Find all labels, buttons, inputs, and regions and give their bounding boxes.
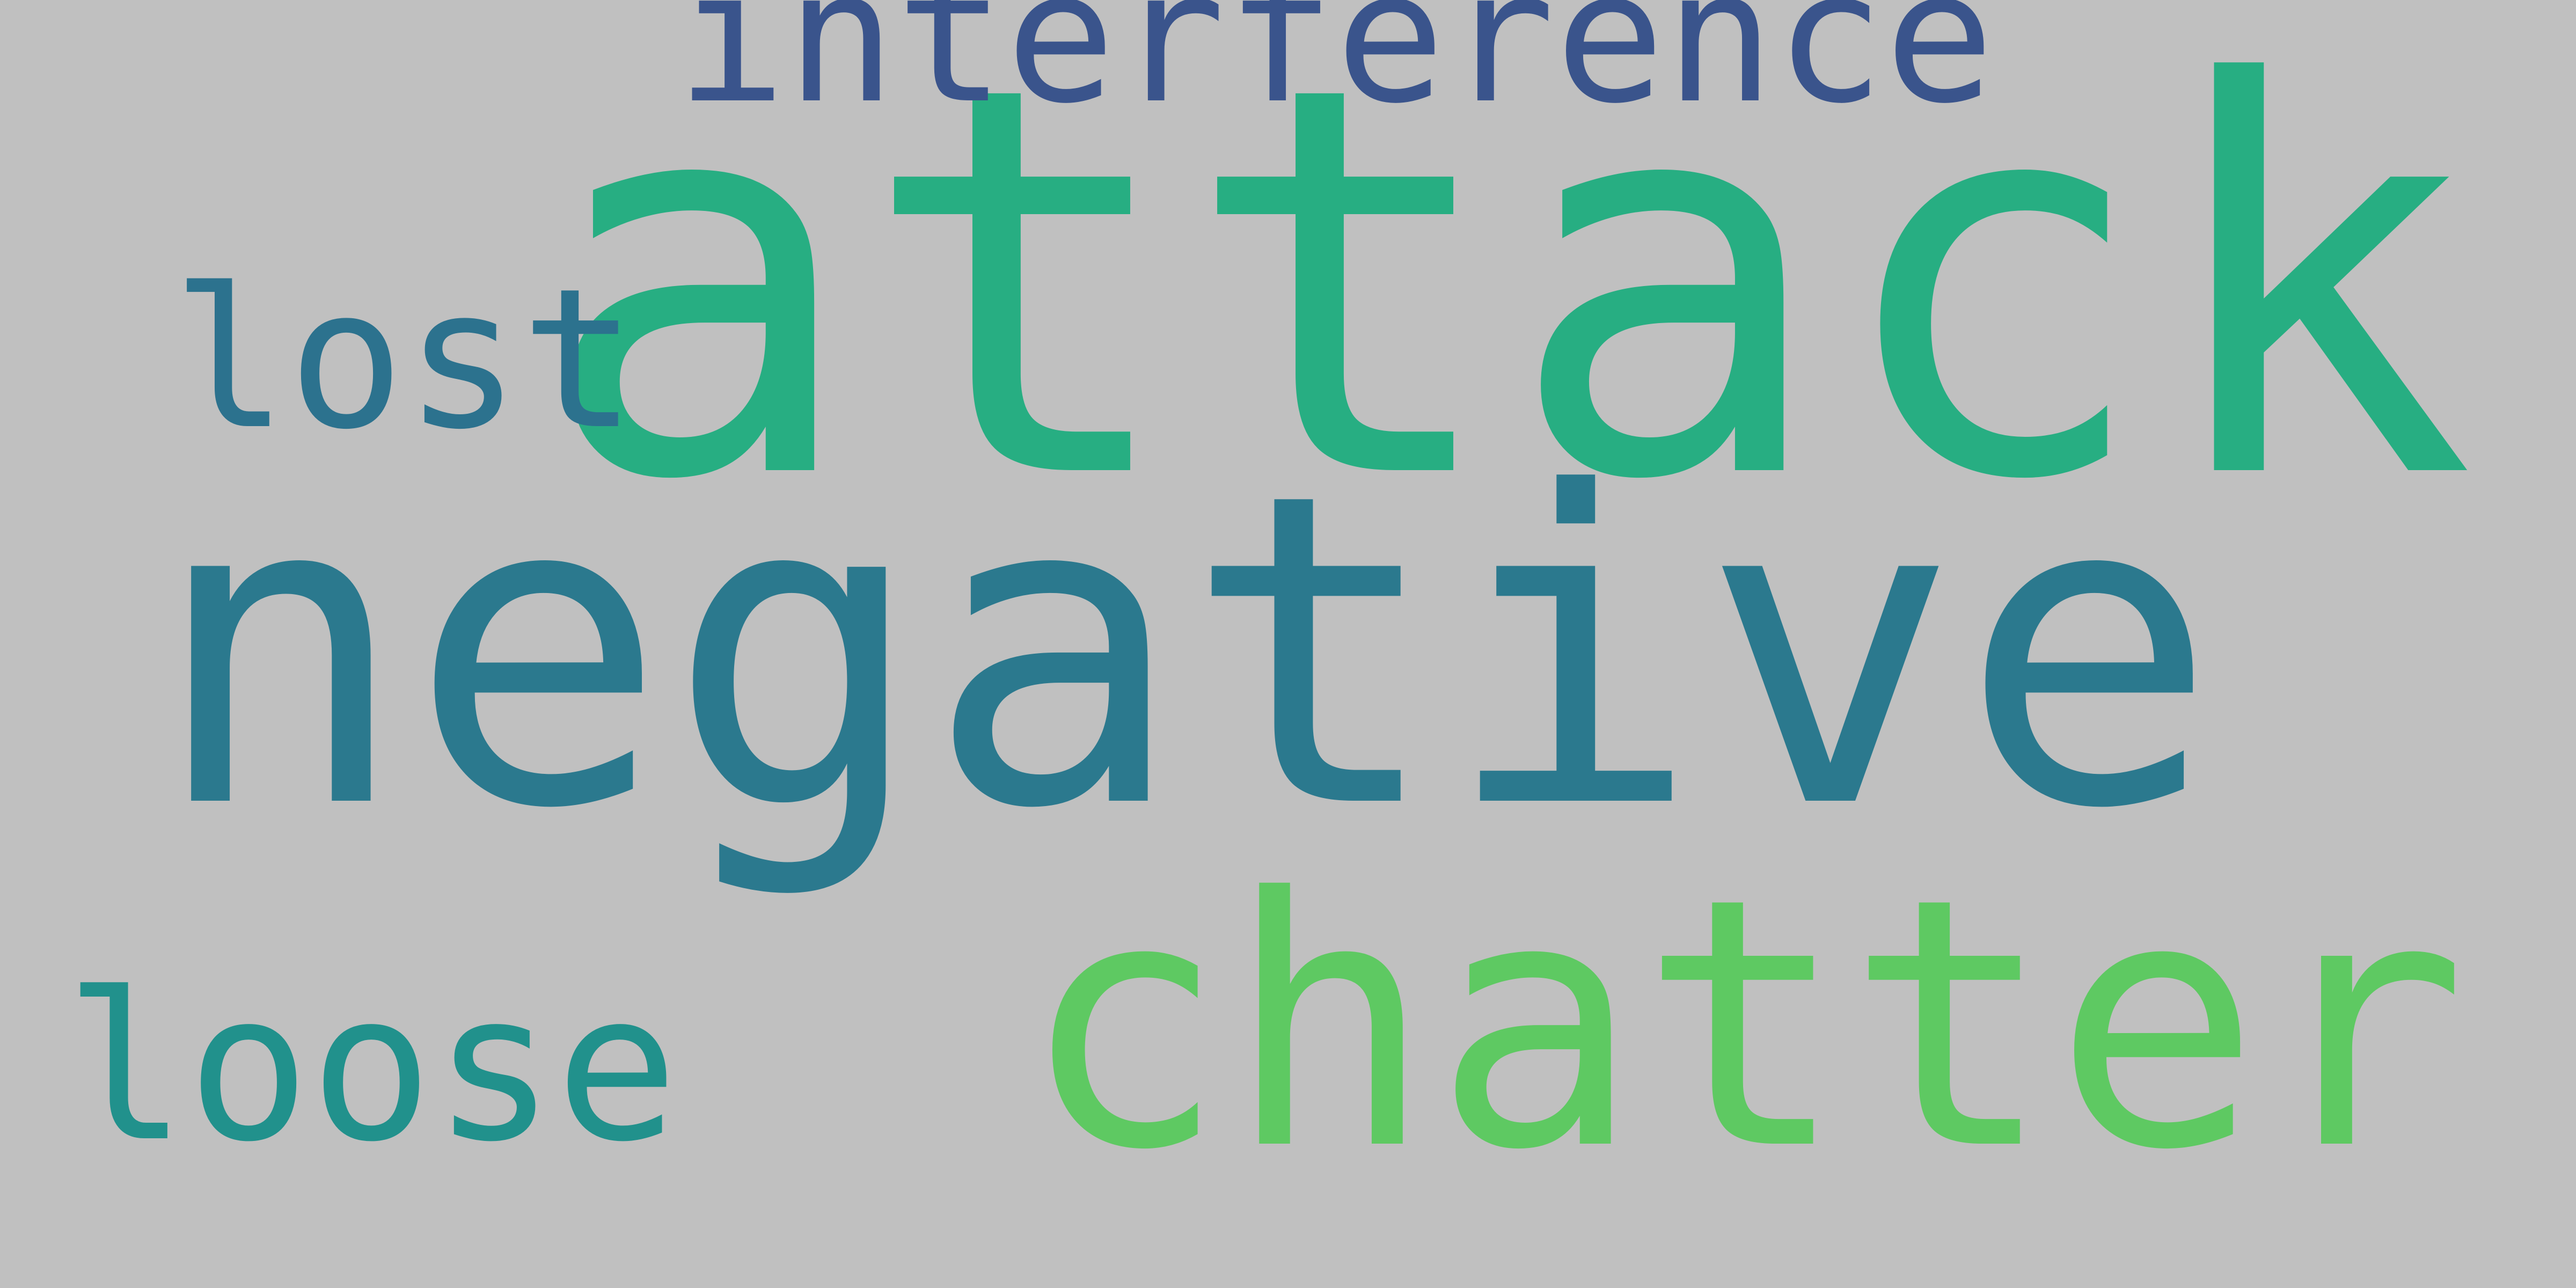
word-negative: negative [150, 402, 2219, 902]
word-lost: lost [172, 247, 637, 472]
word-chatter: chatter [1020, 825, 2468, 1225]
word-attack: attack [537, 0, 2476, 597]
word-interference: interference [676, 0, 1995, 144]
word-loose: loose [64, 949, 678, 1187]
